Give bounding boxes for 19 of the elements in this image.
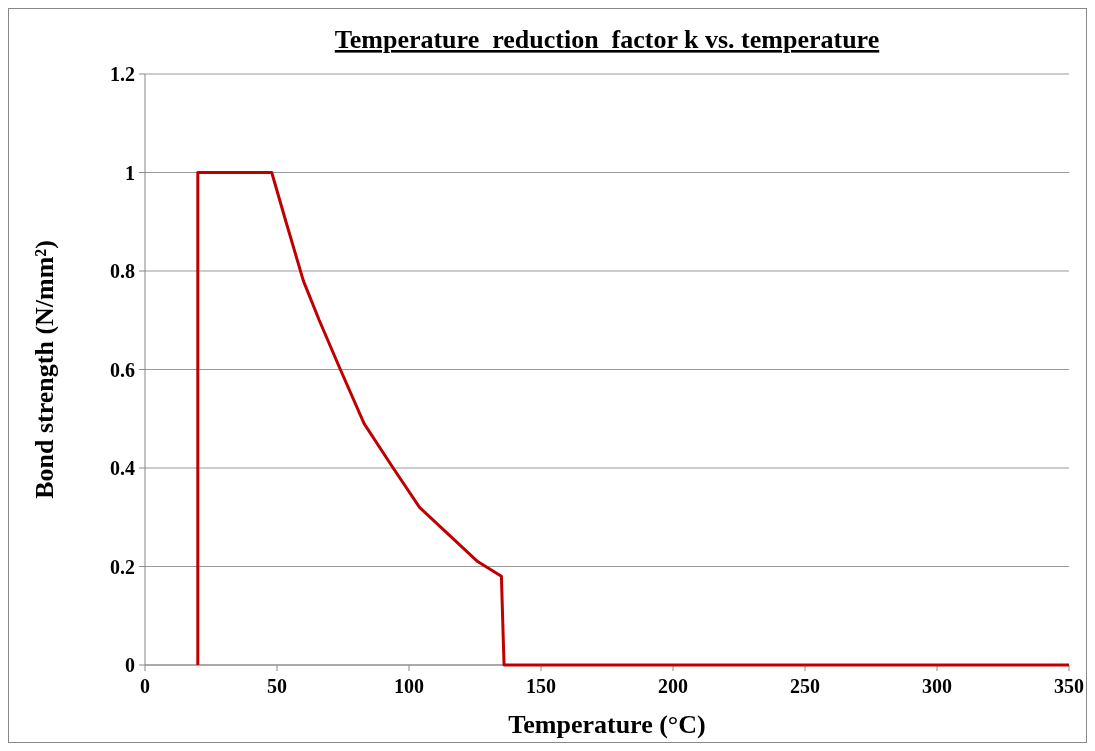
y-tick-label: 0.6 bbox=[110, 358, 135, 381]
x-tick-label: 300 bbox=[922, 675, 952, 697]
x-tick-label: 150 bbox=[526, 675, 556, 697]
y-tick-label: 0.4 bbox=[110, 457, 135, 479]
y-tick-label: 1.2 bbox=[110, 63, 135, 85]
x-tick-label: 350 bbox=[1054, 675, 1084, 697]
y-tick-label: 0.8 bbox=[110, 260, 135, 282]
x-tick-label: 50 bbox=[267, 675, 287, 697]
y-tick-label: 0.2 bbox=[110, 555, 135, 578]
x-tick-label: 250 bbox=[790, 675, 820, 697]
chart-title: Temperature reduction factor k vs. temperature bbox=[334, 25, 880, 54]
x-tick-label: 200 bbox=[658, 675, 688, 697]
x-tick-label: 0 bbox=[140, 675, 150, 697]
line-series bbox=[196, 171, 1071, 667]
x-axis-title: Temperature (°C) bbox=[508, 710, 706, 739]
y-tick-label: 1 bbox=[125, 161, 135, 184]
x-tick-label: 100 bbox=[394, 675, 424, 697]
y-axis-title: Bond strength (N/mm²) bbox=[30, 240, 59, 499]
y-tick-label: 0 bbox=[125, 654, 135, 676]
